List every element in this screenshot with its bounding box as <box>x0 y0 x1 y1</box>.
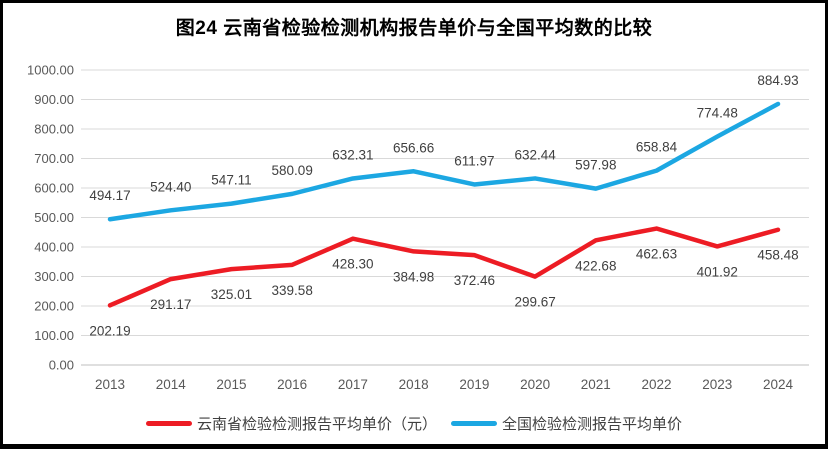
legend-label-yunnan: 云南省检验检测报告平均单价（元） <box>196 416 437 433</box>
yunnan-data-label: 428.30 <box>332 257 373 272</box>
y-tick-label: 800.00 <box>34 122 74 137</box>
national-data-label: 494.17 <box>89 188 130 203</box>
x-tick-label: 2017 <box>338 377 368 392</box>
national-data-label: 597.98 <box>575 158 616 173</box>
national-line-swatch-icon <box>451 421 497 426</box>
national-data-label: 884.93 <box>757 73 798 88</box>
legend-label-national: 全国检验检测报告平均单价 <box>502 416 683 433</box>
yunnan-line-swatch-icon <box>145 421 192 426</box>
y-tick-label: 1000.00 <box>27 63 74 78</box>
national-series-line <box>107 101 781 222</box>
y-tick-label: 300.00 <box>34 269 74 284</box>
x-tick-label: 2020 <box>520 377 550 392</box>
national-data-label: 611.97 <box>454 153 494 168</box>
chart-title: 图24 云南省检验检测机构报告单价与全国平均数的比较 <box>175 18 653 39</box>
y-tick-label: 900.00 <box>34 92 74 107</box>
x-tick-label: 2019 <box>459 377 489 392</box>
yunnan-data-label: 372.46 <box>454 273 495 288</box>
x-tick-label: 2022 <box>642 377 672 392</box>
x-tick-label: 2021 <box>581 377 611 392</box>
chart-plot: 0.00 100.00 200.00 300.00 400.00 500.00 600.00… <box>27 63 809 392</box>
national-data-label: 524.40 <box>150 179 191 194</box>
yunnan-data-label: 384.98 <box>393 269 434 284</box>
legend-item-national: 全国检验检测报告平均单价 <box>451 413 682 434</box>
y-tick-label: 200.00 <box>34 299 74 314</box>
y-tick-label: 600.00 <box>34 181 74 196</box>
y-tick-label: 500.00 <box>34 210 74 225</box>
national-data-label: 632.44 <box>514 147 556 162</box>
x-tick-label: 2015 <box>216 377 246 392</box>
x-tick-label: 2014 <box>156 377 187 392</box>
national-data-label: 658.84 <box>636 140 678 155</box>
y-tick-label: 100.00 <box>34 328 74 343</box>
chart-legend: 云南省检验检测报告平均单价（元） 全国检验检测报告平均单价 <box>3 413 825 434</box>
yunnan-series-line <box>107 226 781 308</box>
yunnan-data-label: 462.63 <box>636 247 677 262</box>
y-tick-label: 400.00 <box>34 240 74 255</box>
yunnan-data-label: 422.68 <box>575 258 616 273</box>
yunnan-data-label: 299.67 <box>514 295 555 310</box>
x-tick-label: 2018 <box>399 377 429 392</box>
yunnan-data-label: 401.92 <box>697 264 738 279</box>
national-data-label: 632.31 <box>332 147 373 162</box>
national-data-label: 656.66 <box>393 140 434 155</box>
legend-item-yunnan: 云南省检验检测报告平均单价（元） <box>145 413 437 434</box>
y-tick-label: 0.00 <box>49 358 74 373</box>
national-data-label: 547.11 <box>211 173 251 188</box>
national-data-label: 774.48 <box>697 106 738 121</box>
yunnan-data-label: 339.58 <box>272 283 313 298</box>
y-tick-label: 700.00 <box>34 151 74 166</box>
yunnan-data-label: 291.17 <box>150 297 191 312</box>
yunnan-data-label: 325.01 <box>211 287 252 302</box>
yunnan-data-label: 458.48 <box>757 248 798 263</box>
x-tick-label: 2023 <box>702 377 732 392</box>
national-data-label: 580.09 <box>272 163 313 178</box>
x-tick-label: 2013 <box>95 377 125 392</box>
x-tick-label: 2016 <box>277 377 307 392</box>
x-tick-label: 2024 <box>763 377 794 392</box>
yunnan-data-label: 202.19 <box>89 323 130 338</box>
